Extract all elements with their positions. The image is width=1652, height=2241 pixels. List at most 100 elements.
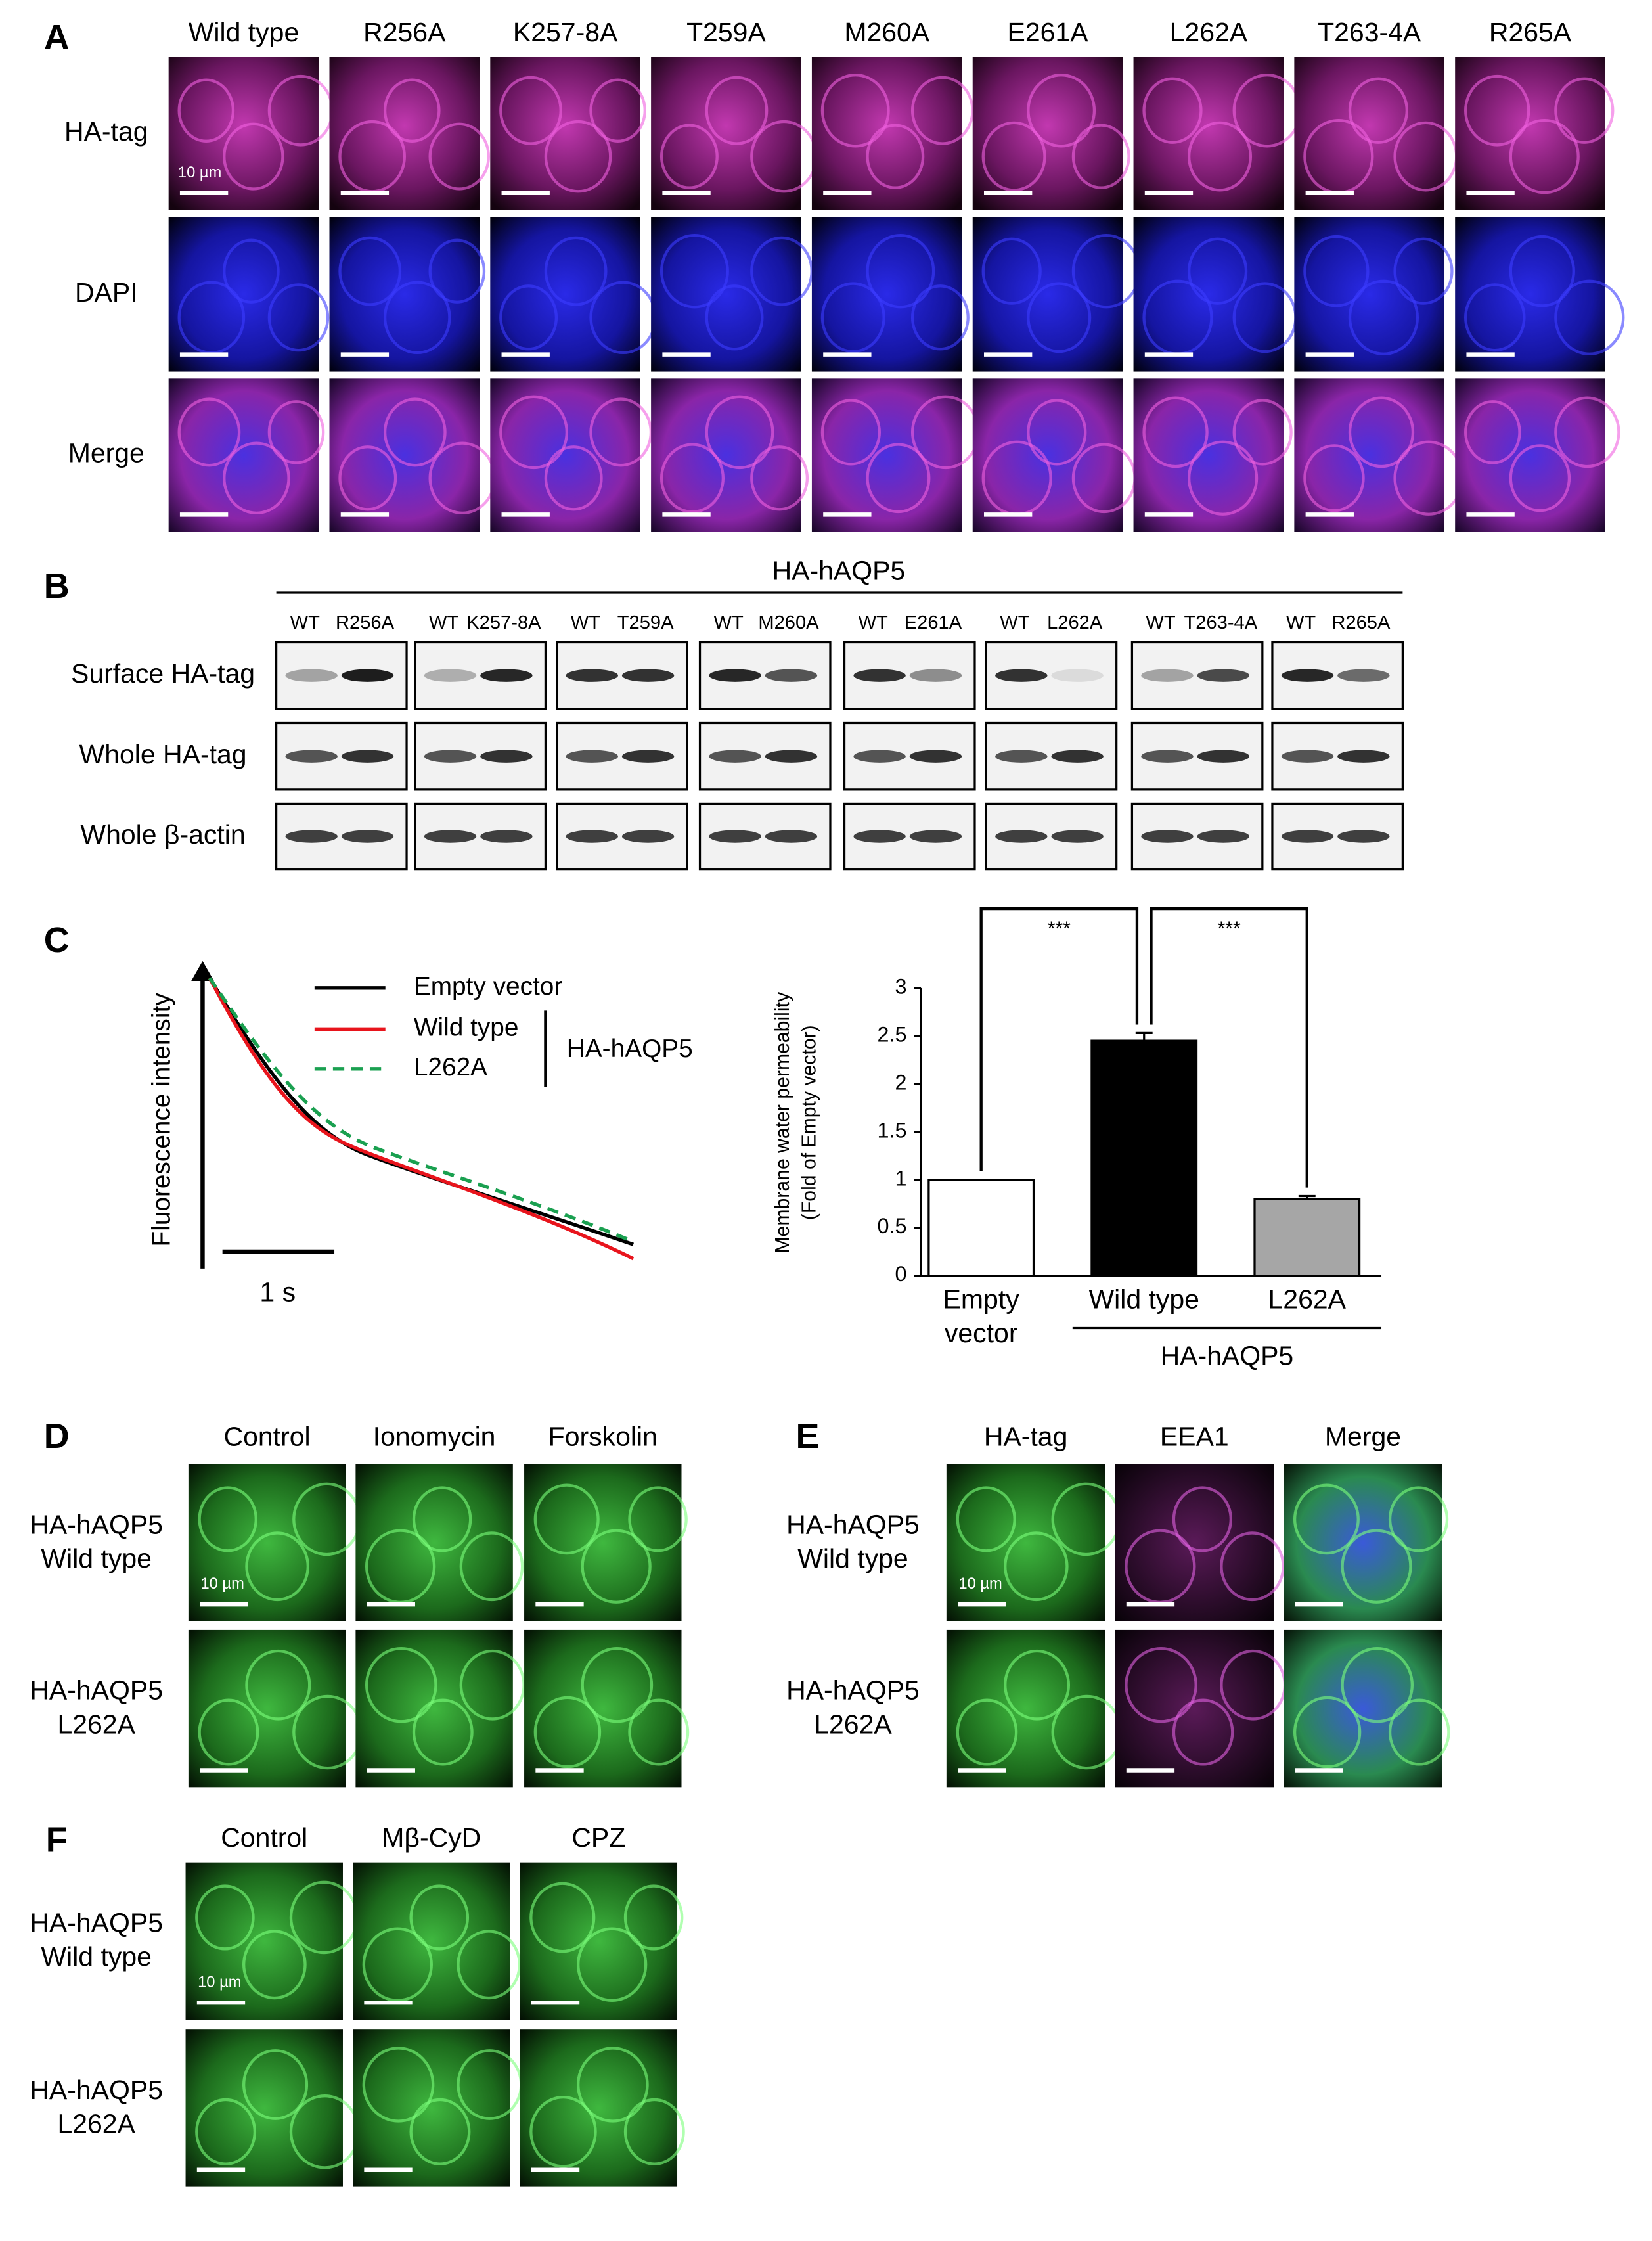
cell-outline — [365, 1529, 436, 1604]
significance-bracket — [979, 907, 1139, 1171]
band — [424, 669, 477, 682]
column-header: L262A — [1170, 17, 1248, 47]
column-header: HA-tag — [984, 1422, 1068, 1452]
cell-outline — [581, 1647, 654, 1723]
cell-outline — [457, 1930, 522, 2000]
scale-label: 10 µm — [198, 1974, 241, 1991]
band — [909, 750, 962, 763]
lane-label: WT — [1000, 612, 1029, 633]
x-tick-label: L262A — [1268, 1285, 1347, 1316]
band — [765, 669, 818, 682]
column-header: E261A — [1008, 17, 1089, 47]
band — [621, 830, 675, 843]
cell-outline — [1388, 1486, 1449, 1552]
cell-outline — [1172, 1698, 1234, 1766]
cell-outline — [820, 74, 890, 148]
cell-outline — [1554, 396, 1620, 468]
row-label: L262A — [57, 1709, 135, 1739]
cell-outline — [1303, 444, 1365, 512]
curve-empty — [208, 977, 635, 1246]
scale-label: 10 µm — [958, 1575, 1002, 1593]
row-label: Wild type — [41, 1543, 151, 1573]
row-label: Wild type — [41, 1941, 151, 1972]
row-label: HA-hAQP5 — [30, 1675, 163, 1706]
cell-outline — [365, 1647, 437, 1723]
cell-outline — [499, 395, 569, 470]
cell-outline — [223, 122, 284, 191]
band — [285, 750, 338, 763]
cell-outline — [362, 1927, 433, 2003]
cell-outline — [820, 282, 885, 353]
cell-outline — [1348, 279, 1419, 355]
cell-outline — [866, 234, 935, 309]
cell-outline — [529, 1882, 596, 1953]
legend-label: Wild type — [414, 1014, 519, 1042]
y-tick-label: 3 — [895, 974, 906, 998]
legend-group-label: HA-hAQP5 — [567, 1035, 693, 1063]
cell-outline — [956, 1486, 1016, 1552]
lane-label: WT — [714, 612, 744, 633]
cell-outline — [198, 1698, 259, 1766]
cell-outline — [242, 1930, 307, 2000]
cell-outline — [623, 2098, 685, 2165]
cell-outline — [981, 237, 1042, 305]
cell-outline — [1464, 283, 1526, 352]
cell-outline — [589, 78, 646, 143]
cell-outline — [581, 1529, 652, 1604]
column-header: R265A — [1489, 17, 1572, 47]
band — [424, 750, 477, 763]
cell-outline — [910, 76, 974, 145]
cell-outline — [499, 76, 562, 145]
kinetics-illustration — [191, 961, 635, 1269]
column-header: R256A — [363, 17, 446, 47]
band — [709, 830, 761, 843]
cell-outline — [1293, 1696, 1362, 1769]
cell-outline — [1004, 1531, 1069, 1602]
cell-outline — [1348, 396, 1415, 468]
cell-outline — [705, 284, 764, 351]
lane-label: WT — [1146, 612, 1175, 633]
lane-label: WT — [1286, 612, 1316, 633]
band — [566, 830, 618, 843]
band — [995, 669, 1048, 682]
cell-outline — [198, 1486, 257, 1552]
band — [480, 830, 533, 843]
y-tick-label: 1.5 — [877, 1118, 906, 1142]
band — [341, 669, 394, 682]
cell-outline — [866, 443, 931, 514]
row-label: Wild type — [797, 1543, 908, 1573]
cell-outline — [577, 2047, 649, 2123]
significance-label: *** — [1218, 918, 1241, 939]
cell-outline — [409, 1884, 470, 1951]
row-label: HA-hAQP5 — [786, 1509, 920, 1539]
band — [909, 830, 962, 843]
x-tick-label: Wild type — [1088, 1285, 1199, 1316]
column-header: K257-8A — [513, 17, 618, 47]
lane-label: E261A — [904, 612, 962, 633]
y-axis-label: (Fold of Empty vector) — [799, 1025, 820, 1220]
column-header: T263-4A — [1318, 17, 1421, 47]
band — [1141, 750, 1194, 763]
band — [1337, 669, 1390, 682]
band — [424, 830, 477, 843]
x-tick-label-box: L262A — [1268, 1285, 1347, 1316]
panel-label: E — [795, 1416, 819, 1456]
row-label: Whole β-actin — [80, 819, 245, 849]
row-label: Merge — [68, 438, 145, 468]
arrow-head — [191, 961, 214, 982]
band — [285, 669, 338, 682]
band — [909, 669, 962, 682]
band — [1051, 669, 1104, 682]
lane-label: R256A — [336, 612, 395, 633]
cell-outline — [1554, 279, 1625, 355]
cell-outline — [177, 78, 235, 143]
cell-outline — [1220, 1531, 1285, 1602]
cell-outline — [1125, 1529, 1196, 1604]
band — [566, 669, 618, 682]
column-header: T259A — [686, 17, 766, 47]
row-label: Surface HA-tag — [71, 658, 255, 689]
curve-wild-type — [208, 977, 635, 1261]
band — [1281, 830, 1334, 843]
band — [1197, 669, 1249, 682]
band — [709, 750, 761, 763]
